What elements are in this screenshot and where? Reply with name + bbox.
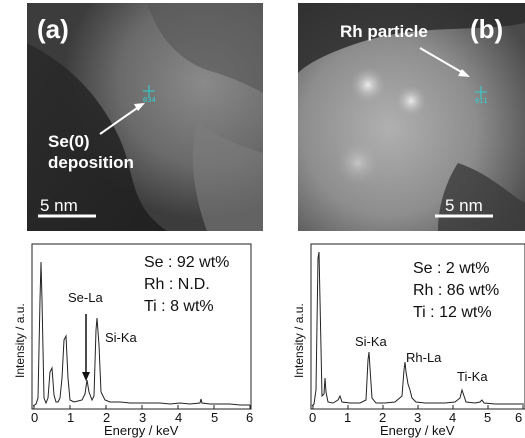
micrograph-b: [298, 3, 525, 231]
annotation-line2-a: deposition: [48, 153, 134, 172]
peak-label-si-ka-b: Si-Ka: [355, 334, 387, 349]
marker-id-b: 011: [475, 97, 488, 105]
composition-b-se: Se : 2 wt%: [413, 260, 490, 277]
panel-label-b: (b): [470, 14, 504, 44]
x-tick-label-a-3: 3: [139, 410, 147, 425]
y-axis-title-b: Intensity / a.u.: [292, 303, 306, 378]
composition-b: Se : 2 wt% Rh : 86 wt% Ti : 12 wt%: [413, 258, 499, 324]
composition-a-se: Se : 92 wt%: [144, 254, 230, 271]
composition-a: Se : 92 wt% Rh : N.D. Ti : 8 wt%: [144, 252, 229, 318]
annotation-b: Rh particle: [340, 22, 428, 41]
composition-a-ti: Ti : 8 wt%: [144, 298, 214, 315]
x-ticks-b: [312, 405, 524, 409]
crosshair-icon-b: [475, 86, 487, 98]
x-tick-label-b-2: 2: [379, 410, 387, 425]
x-axis-title-b: Energy / keV: [380, 423, 455, 438]
x-tick-label-b-6: 6: [515, 410, 523, 425]
peak-label-ti-ka: Ti-Ka: [457, 369, 488, 384]
x-tick-label-b-1: 1: [344, 410, 352, 425]
x-tick-label-b-0: 0: [309, 410, 317, 425]
x-tick-label-b-5: 5: [484, 410, 492, 425]
composition-b-ti: Ti : 12 wt%: [413, 304, 492, 321]
x-tick-label-a-2: 2: [103, 410, 111, 425]
x-tick-label-b-4: 4: [449, 410, 457, 425]
x-tick-label-a-4: 4: [175, 410, 183, 425]
x-ticks-a: [33, 405, 251, 409]
scale-label-a: 5 nm: [40, 196, 78, 215]
composition-b-rh: Rh : 86 wt%: [413, 282, 500, 299]
panel-label-a: (a): [37, 14, 69, 44]
composition-a-rh: Rh : N.D.: [144, 276, 210, 293]
peak-label-si-ka-a: Si-Ka: [105, 330, 137, 345]
peak-label-se-la: Se-La: [68, 290, 103, 305]
marker-id-a: 034: [143, 96, 156, 104]
crosshair-icon-a: [143, 85, 155, 97]
peak-label-rh-la: Rh-La: [406, 350, 442, 365]
x-tick-label-a-5: 5: [211, 410, 219, 425]
x-axis-title-a: Energy / keV: [104, 423, 179, 438]
x-tick-label-a-1: 1: [67, 410, 75, 425]
scale-label-b: 5 nm: [445, 196, 483, 215]
x-tick-label-a-6: 6: [246, 410, 254, 425]
x-tick-label-a-0: 0: [31, 410, 39, 425]
x-tick-label-b-3: 3: [414, 410, 422, 425]
micrograph-a: [27, 3, 263, 231]
annotation-line1-a: Se(0): [48, 132, 90, 151]
